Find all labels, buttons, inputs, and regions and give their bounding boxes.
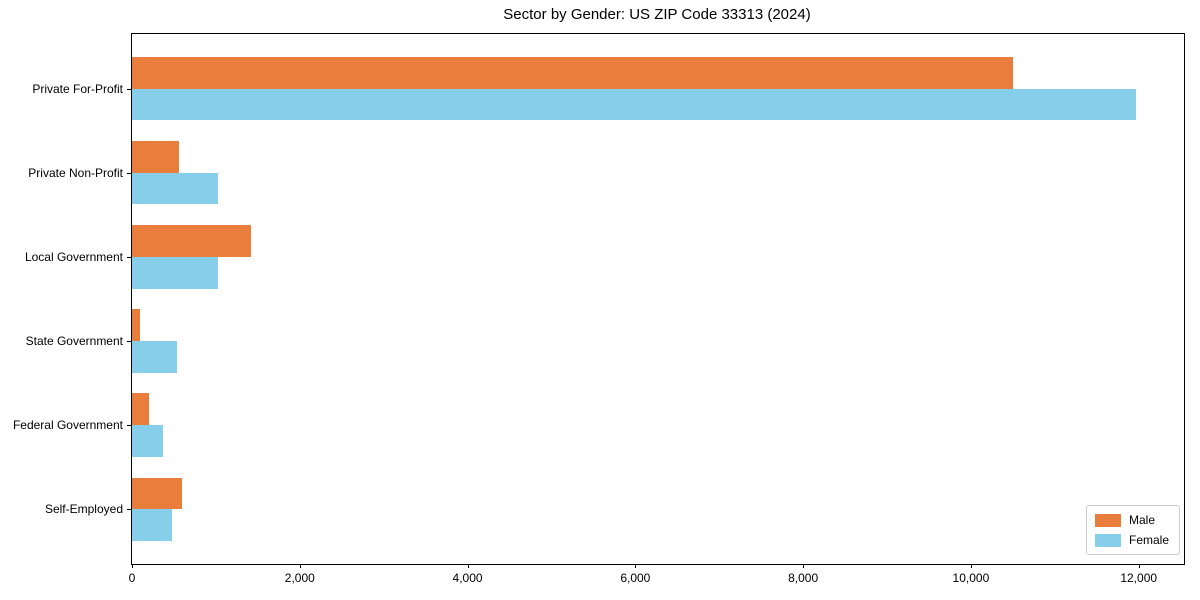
x-tick-label: 10,000 [952, 571, 990, 585]
x-tick-mark [1138, 564, 1140, 568]
x-tick-mark [299, 564, 301, 568]
bar-female-federal-government [132, 425, 164, 457]
x-tick-label: 4,000 [452, 571, 483, 585]
bar-female-private-for-profit [132, 88, 1137, 121]
bar-female-local-government [132, 256, 219, 289]
y-tick-label: Private Non-Profit [28, 165, 123, 180]
x-tick-label: 6,000 [620, 571, 651, 585]
bar-male-private-for-profit [132, 56, 1013, 89]
x-tick-mark [970, 564, 972, 568]
bar-male-state-government [132, 309, 140, 342]
y-tick-mark [127, 88, 131, 90]
legend-label-female: Female [1128, 533, 1169, 547]
legend-item-female: Female [1094, 533, 1169, 547]
x-tick-label: 0 [128, 571, 136, 585]
x-tick-label: 12,000 [1120, 571, 1158, 585]
x-tick-mark [467, 564, 469, 568]
x-tick-label: 2,000 [284, 571, 315, 585]
male-swatch-icon [1094, 513, 1121, 527]
x-tick-label: 8,000 [788, 571, 819, 585]
y-tick-label: Private For-Profit [32, 81, 123, 96]
x-tick-mark [635, 564, 637, 568]
bar-female-state-government [132, 341, 177, 373]
legend-label-male: Male [1128, 513, 1155, 527]
y-tick-mark [127, 256, 131, 258]
chart-title: Sector by Gender: US ZIP Code 33313 (202… [503, 6, 811, 23]
y-tick-label: State Government [25, 334, 123, 349]
bar-male-private-non-profit [132, 141, 179, 173]
bar-female-self-employed [132, 509, 172, 541]
x-tick-mark [803, 564, 805, 568]
y-tick-label: Federal Government [12, 418, 123, 433]
y-tick-label: Self-Employed [44, 502, 123, 517]
y-tick-mark [127, 341, 131, 343]
bar-male-federal-government [132, 393, 150, 426]
bar-male-self-employed [132, 477, 182, 510]
y-tick-label: Local Government [24, 249, 123, 264]
y-tick-mark [127, 425, 131, 427]
legend-item-male: Male [1094, 513, 1169, 527]
legend: Male Female [1085, 505, 1180, 555]
bar-female-private-non-profit [132, 172, 219, 205]
x-tick-mark [132, 564, 133, 568]
plot-area: Private For-Profit Private Non-Profit Loca… [13, 33, 1185, 585]
y-tick-mark [127, 172, 131, 174]
female-swatch-icon [1094, 533, 1121, 547]
bar-male-local-government [132, 225, 252, 257]
y-tick-mark [127, 509, 131, 511]
